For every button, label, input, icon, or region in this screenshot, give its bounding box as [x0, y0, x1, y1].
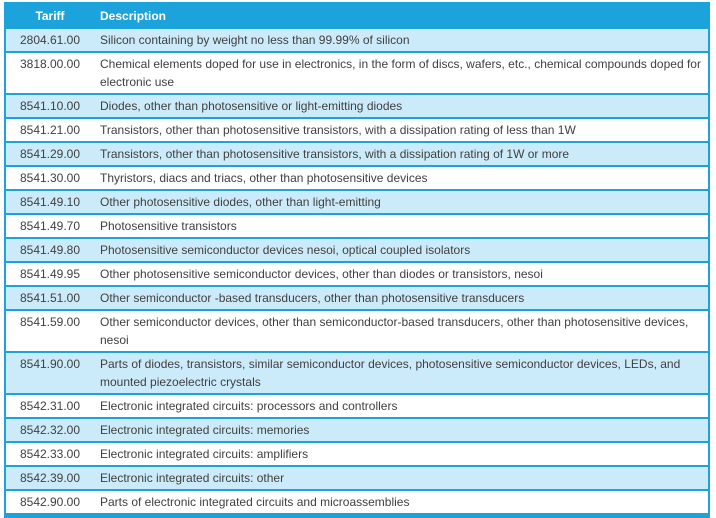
description-text: Electronic integrated circuits: memories	[100, 423, 310, 437]
table-row: 8541.49.80 Photosensitive semiconductor d…	[5, 238, 709, 262]
description-cell: Other photosensitive diodes, other than …	[94, 190, 709, 214]
description-cell: Photosensitive semiconductor devices nes…	[94, 238, 709, 262]
tariff-cell: 8541.10.00	[19, 99, 81, 113]
description-text: Parts of electronic integrated circuits …	[100, 495, 410, 509]
table-row: 8541.21.00 Transistors, other than photos…	[5, 118, 709, 142]
table-row: 8541.49.95 Other photosensitive semicondu…	[5, 262, 709, 286]
table-row: 8541.59.00 Other semiconductor devices, o…	[5, 310, 709, 352]
description-cell: Parts of diodes, transistors, similar se…	[94, 352, 709, 394]
tariff-cell: 8541.21.00	[19, 123, 81, 137]
table-row: 8542.33.00 Electronic integrated circuits…	[5, 442, 709, 466]
table-row: 8542.90.00 Parts of electronic integrated…	[5, 490, 709, 516]
description-text: Chemical elements doped for use in elect…	[100, 57, 701, 89]
tariff-cell: 8541.59.00	[19, 315, 81, 329]
description-text: Electronic integrated circuits: processo…	[100, 399, 398, 413]
description-text: Other photosensitive diodes, other than …	[100, 195, 381, 209]
description-text: Electronic integrated circuits: amplifie…	[100, 447, 309, 461]
tariff-cell: 8541.49.70	[19, 219, 81, 233]
table-row: 8542.32.00 Electronic integrated circuits…	[5, 418, 709, 442]
description-column-header: Description	[94, 3, 709, 28]
tariff-cell: 8541.51.00	[19, 291, 81, 305]
description-text: Transistors, other than photosensitive t…	[100, 147, 570, 161]
description-text: Electronic integrated circuits: other	[100, 471, 285, 485]
description-text: Other photosensitive semiconductor devic…	[100, 267, 543, 281]
description-cell: Transistors, other than photosensitive t…	[94, 118, 709, 142]
tariff-cell: 8541.49.80	[19, 243, 81, 257]
description-text: Thyristors, diacs and triacs, other than…	[100, 171, 428, 185]
tariff-table-container: Tariff Description 2804.61.00 Silicon con…	[4, 2, 710, 518]
table-row: 8542.31.00 Electronic integrated circuits…	[5, 394, 709, 418]
table-row: 8541.90.00 Parts of diodes, transistors, …	[5, 352, 709, 394]
table-row: 8541.10.00 Diodes, other than photosensit…	[5, 94, 709, 118]
tariff-cell: 3818.00.00	[19, 57, 81, 71]
table-row: 3818.00.00 Chemical elements doped for us…	[5, 52, 709, 94]
description-cell: Other semiconductor -based transducers, …	[94, 286, 709, 310]
description-text: Silicon containing by weight no less tha…	[100, 33, 410, 47]
description-cell: Photosensitive transistors	[94, 214, 709, 238]
description-text: Parts of diodes, transistors, similar se…	[100, 357, 681, 389]
description-text: Diodes, other than photosensitive or lig…	[100, 99, 403, 113]
tariff-cell: 8541.49.10	[19, 195, 81, 209]
header-row: Tariff Description	[5, 3, 709, 28]
description-text: Photosensitive transistors	[100, 219, 237, 233]
table-row: 8541.51.00 Other semiconductor -based tra…	[5, 286, 709, 310]
tariff-cell: 8542.32.00	[19, 423, 81, 437]
tariff-cell: 8541.29.00	[19, 147, 81, 161]
description-text: Other semiconductor devices, other than …	[100, 315, 689, 347]
description-cell: Thyristors, diacs and triacs, other than…	[94, 166, 709, 190]
table-row: 8541.49.70 Photosensitive transistors	[5, 214, 709, 238]
table-header: Tariff Description	[5, 3, 709, 28]
description-cell: Parts of electronic integrated circuits …	[94, 490, 709, 516]
description-cell: Diodes, other than photosensitive or lig…	[94, 94, 709, 118]
table-body: 2804.61.00 Silicon containing by weight n…	[5, 28, 709, 516]
description-text: Transistors, other than photosensitive t…	[100, 123, 576, 137]
description-cell: Electronic integrated circuits: amplifie…	[94, 442, 709, 466]
description-text: Other semiconductor -based transducers, …	[100, 291, 525, 305]
tariff-cell: 8541.30.00	[19, 171, 81, 185]
tariff-cell: 8541.90.00	[19, 357, 81, 371]
table-row: 8542.39.00 Electronic integrated circuits…	[5, 466, 709, 490]
description-cell: Silicon containing by weight no less tha…	[94, 28, 709, 52]
description-text: Photosensitive semiconductor devices nes…	[100, 243, 471, 257]
description-cell: Chemical elements doped for use in elect…	[94, 52, 709, 94]
tariff-cell: 8541.49.95	[19, 267, 81, 281]
tariff-cell: 8542.39.00	[19, 471, 81, 485]
description-cell: Electronic integrated circuits: processo…	[94, 394, 709, 418]
tariff-table: Tariff Description 2804.61.00 Silicon con…	[4, 2, 710, 518]
table-row: 2804.61.00 Silicon containing by weight n…	[5, 28, 709, 52]
tariff-column-header: Tariff	[5, 3, 94, 28]
tariff-cell: 8542.33.00	[19, 447, 81, 461]
description-cell: Electronic integrated circuits: other	[94, 466, 709, 490]
table-row: 8541.49.10 Other photosensitive diodes, o…	[5, 190, 709, 214]
description-cell: Transistors, other than photosensitive t…	[94, 142, 709, 166]
tariff-cell: 8542.31.00	[19, 399, 81, 413]
table-row: 8541.30.00 Thyristors, diacs and triacs, …	[5, 166, 709, 190]
description-cell: Other photosensitive semiconductor devic…	[94, 262, 709, 286]
description-cell: Electronic integrated circuits: memories	[94, 418, 709, 442]
tariff-cell: 8542.90.00	[19, 495, 81, 509]
table-row: 8541.29.00 Transistors, other than photos…	[5, 142, 709, 166]
description-cell: Other semiconductor devices, other than …	[94, 310, 709, 352]
tariff-cell: 2804.61.00	[19, 33, 81, 47]
